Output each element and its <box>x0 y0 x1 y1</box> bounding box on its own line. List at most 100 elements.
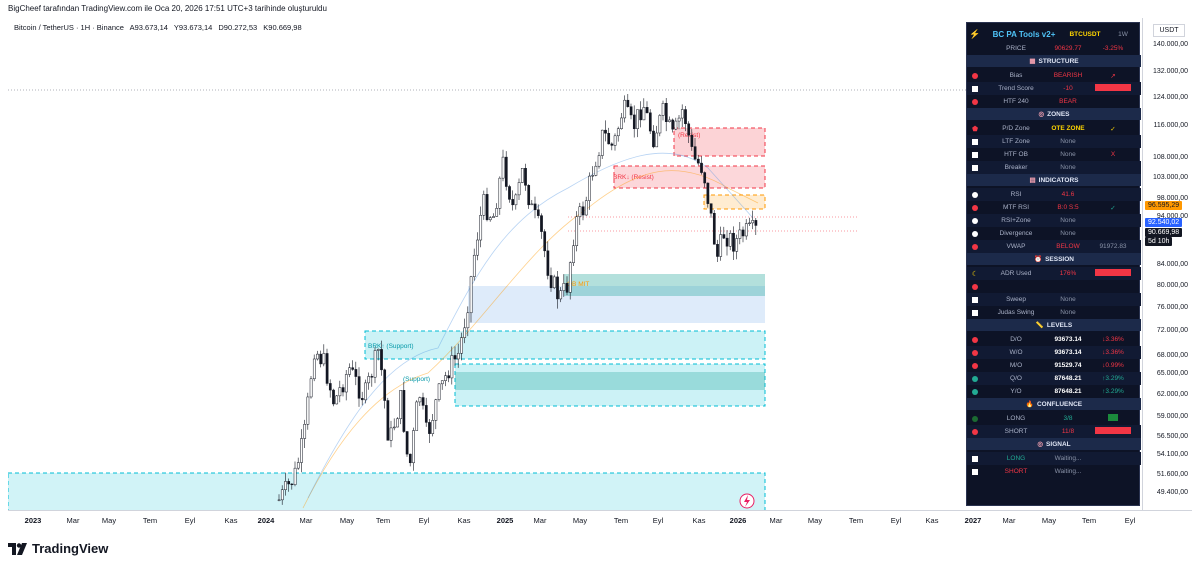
candle-body <box>508 186 511 200</box>
support-zone-core <box>455 372 765 390</box>
currency-selector[interactable]: USDT <box>1153 24 1185 37</box>
row-value: 90629.77 <box>1054 45 1082 52</box>
candle-body <box>524 168 527 186</box>
row-value: 87648.21 <box>1054 375 1082 382</box>
candle-body <box>645 107 649 114</box>
row-value: 87648.21 <box>1054 388 1082 395</box>
snapshot-caption: BigCheef tarafından TradingView.com ile … <box>8 4 327 13</box>
row-extra: ↑3.29% <box>1102 375 1124 382</box>
candle-body <box>293 467 297 485</box>
row-extra: X <box>1110 151 1116 158</box>
row-value: 91529.74 <box>1054 362 1082 369</box>
candle-body <box>559 290 563 300</box>
time-tick-label: May <box>572 516 588 525</box>
candle-body <box>303 424 307 439</box>
row-label: LONG <box>1006 455 1026 462</box>
status-dot-white-icon <box>972 230 978 237</box>
time-tick-label: Eyl <box>890 516 902 525</box>
candle-body <box>514 194 518 206</box>
candle-body <box>648 112 652 132</box>
candle-body <box>754 220 758 226</box>
candle-body <box>594 165 598 176</box>
price-axis[interactable]: 140.000,00 132.000,00 124.000,00 116.000,00… <box>1142 18 1192 510</box>
section-icon: 🔥 <box>1025 401 1034 408</box>
status-dot-red-icon <box>972 72 978 79</box>
time-tick-label: Tem <box>1081 516 1097 525</box>
checkbox-icon <box>972 151 978 158</box>
time-tick-label: May <box>1041 516 1057 525</box>
price-tick-label: 80.000,00 <box>1156 282 1188 289</box>
candle-body <box>639 109 643 121</box>
row-label: Y/O <box>1010 388 1022 395</box>
row-value: BEAR <box>1059 98 1077 105</box>
row-value: -10 <box>1063 85 1073 92</box>
panel-row: RSI 41.6 <box>967 188 1141 201</box>
candle-body <box>364 382 367 401</box>
time-axis[interactable]: 2023 Mar May Tem Eyl Kas 2024 Mar May Tem Eyl Kas 20… <box>8 510 1192 528</box>
candle-body <box>440 380 444 385</box>
row-label: LONG <box>1006 415 1026 422</box>
candle-body <box>703 172 707 184</box>
time-tick-label: 2027 <box>964 516 982 525</box>
candle-body <box>354 369 358 377</box>
candle-body <box>584 200 588 216</box>
candle-body <box>488 217 492 221</box>
candle-body <box>671 119 675 130</box>
candle-body <box>751 220 755 224</box>
time-tick-label: Kas <box>925 516 939 525</box>
checkbox-icon <box>972 309 978 316</box>
price-chart[interactable]: (Resist) BRK↓ (Resist) OB MIT BRK↑ (Support… <box>8 18 1142 510</box>
candle-body <box>360 398 364 401</box>
checkbox-icon <box>972 138 978 145</box>
status-dot-red-icon <box>972 362 978 369</box>
candle-body <box>549 275 553 289</box>
candle-body <box>325 353 329 384</box>
candle-body <box>415 401 419 431</box>
zone-label-brk-resist: BRK↓ (Resist) <box>613 174 654 181</box>
row-value: 176% <box>1059 270 1077 277</box>
candle-body <box>623 99 627 119</box>
candle-body <box>578 206 582 217</box>
price-tick-label: 54.100,00 <box>1156 451 1188 458</box>
time-tick-label: Tem <box>613 516 629 525</box>
brk-support-zone <box>364 330 766 360</box>
time-tick-label: Eyl <box>1124 516 1136 525</box>
candle-body <box>408 453 412 464</box>
section-title: LEVELS <box>1046 321 1073 329</box>
section-icon: ⏰ <box>1034 256 1043 263</box>
price-tick-label: 108.000,00 <box>1152 154 1188 161</box>
section-icon: ▤ <box>1029 177 1036 184</box>
time-tick-label: May <box>807 516 823 525</box>
candle-body <box>466 312 470 329</box>
candle-body <box>476 239 479 256</box>
section-title: CONFLUENCE <box>1036 400 1083 408</box>
candle-body <box>338 387 342 397</box>
ma-slow-line <box>302 170 759 509</box>
ohlc-low: D90.272,53 <box>218 23 258 32</box>
row-label: VWAP <box>1006 243 1026 250</box>
candle-body <box>572 245 575 263</box>
candle-body <box>668 119 671 122</box>
level-bar <box>1095 427 1131 434</box>
candle-body <box>690 134 694 147</box>
candle-body <box>421 397 425 406</box>
candle-body <box>591 175 595 177</box>
panel-title: BC PA Tools v2+ <box>992 29 1056 39</box>
status-dot-red-icon <box>972 428 978 435</box>
status-dot-white-icon <box>972 217 978 224</box>
candle-body <box>495 208 499 217</box>
candle-body <box>511 199 515 206</box>
checkbox-icon <box>972 455 978 462</box>
candle-body <box>604 129 607 134</box>
candle-body <box>738 229 742 239</box>
candle-body <box>300 438 303 463</box>
candle-body <box>392 426 396 429</box>
symbol-title[interactable]: Bitcoin / TetherUS · 1H · Binance <box>14 23 124 32</box>
status-dot-white-icon <box>972 191 978 198</box>
row-value: 93673.14 <box>1054 336 1082 343</box>
level-bar <box>1108 414 1118 421</box>
candle-body <box>610 143 614 146</box>
ote-zone <box>703 194 766 210</box>
candle-body <box>620 117 623 129</box>
time-tick-label: May <box>339 516 355 525</box>
